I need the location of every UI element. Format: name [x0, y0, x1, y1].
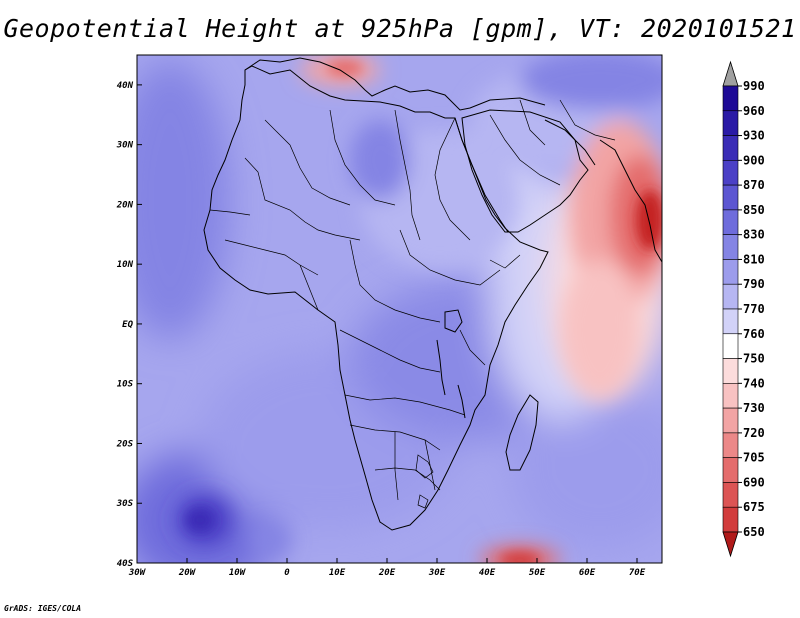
lon-tick-label: 30W	[128, 568, 147, 578]
grads-credit: GrADS: IGES/COLA	[4, 604, 82, 613]
madagascar-coastline	[505, 394, 539, 471]
colorbar-label: 960	[743, 104, 765, 118]
colorbar-swatch	[722, 259, 739, 285]
lon-tick-label: 10E	[329, 568, 346, 578]
colorbar-label: 810	[743, 252, 765, 266]
colorbar-swatch	[722, 432, 739, 458]
colorbar-label: 830	[743, 228, 765, 242]
lon-tick-label: 20W	[178, 568, 197, 578]
lon-tick-label: 60E	[579, 568, 596, 578]
lon-tick-label: 70E	[629, 568, 646, 578]
colorbar-label: 675	[743, 500, 765, 514]
colorbar-label: 900	[743, 153, 765, 167]
lat-tick-label: 40S	[117, 559, 134, 569]
colorbar-top-arrow	[722, 60, 739, 87]
persian-gulf	[544, 119, 596, 166]
colorbar-swatch	[722, 209, 739, 235]
colorbar-swatch	[722, 85, 739, 112]
lat-tick-label: 20N	[116, 200, 134, 210]
lat-tick-label: 10S	[117, 380, 134, 390]
colorbar-label: 850	[743, 203, 765, 217]
colorbar-label: 740	[743, 376, 765, 390]
lat-tick-label: 40N	[117, 81, 134, 91]
colorbar-swatch	[722, 383, 739, 409]
geopotential-field	[137, 55, 662, 563]
colorbar-swatch	[722, 506, 739, 533]
lat-tick-label: 10N	[117, 260, 134, 270]
lon-tick-label: 0	[284, 568, 290, 578]
colorbar-label: 930	[743, 129, 765, 143]
colorbar-swatch	[722, 184, 739, 211]
plot-frame	[136, 54, 663, 564]
europe-coastline	[244, 57, 546, 111]
lat-tick-label: 30N	[116, 141, 134, 151]
red-sea-coast	[454, 117, 509, 233]
arabia-coastline	[461, 109, 589, 233]
colorbar-swatch	[722, 482, 739, 508]
lake-victoria	[444, 309, 463, 333]
colorbar-label: 750	[743, 352, 765, 366]
colorbar: 990 960 930 900 870 850 830 810 790 770 760 750 740 7…	[722, 60, 765, 558]
india-coastline	[599, 139, 662, 263]
colorbar-label: 760	[743, 327, 765, 341]
colorbar-label: 770	[743, 302, 765, 316]
colorbar-swatch	[722, 110, 739, 136]
lon-tick-label: 30E	[428, 568, 446, 578]
colorbar-swatch	[722, 160, 739, 186]
lat-tick-label: 30S	[116, 499, 134, 509]
colorbar-label: 870	[743, 178, 765, 192]
colorbar-swatch	[722, 135, 739, 161]
colorbar-label: 650	[743, 525, 765, 539]
colorbar-swatch	[722, 457, 739, 483]
lon-tick-label: 20E	[378, 568, 396, 578]
lake-malawi	[457, 384, 466, 419]
colorbar-label: 690	[743, 475, 765, 489]
colorbar-label: 990	[743, 79, 765, 93]
lon-tick-label: 10W	[229, 568, 247, 578]
colorbar-swatch	[722, 234, 739, 260]
colorbar-label: 705	[743, 451, 765, 465]
map-title: Geopotential Height at 925hPa [gpm], VT:…	[3, 14, 797, 43]
lon-tick-label: 50E	[529, 568, 546, 578]
africa-coastline	[203, 65, 549, 531]
coastlines	[203, 57, 662, 531]
colorbar-swatch	[722, 407, 739, 434]
longitude-axis: 30W 20W 10W 0 10E 20E 30E 40E 50E 60E 70E	[128, 558, 646, 578]
colorbar-label: 730	[743, 401, 765, 415]
country-borders	[209, 99, 616, 509]
colorbar-swatch	[722, 358, 739, 384]
latitude-axis: 40N 30N 20N 10N EQ 10S 20S 30S 40S	[116, 81, 142, 569]
lat-tick-label: EQ	[122, 320, 133, 330]
colorbar-label: 790	[743, 277, 765, 291]
colorbar-swatch	[722, 283, 739, 310]
colorbar-swatch	[722, 333, 739, 359]
colorbar-swatch	[722, 308, 739, 335]
lat-tick-label: 20S	[116, 439, 134, 449]
colorbar-bottom-arrow	[722, 531, 739, 558]
lon-tick-label: 40E	[479, 568, 496, 578]
lake-tanganyika	[436, 339, 446, 396]
colorbar-label: 720	[743, 426, 765, 440]
